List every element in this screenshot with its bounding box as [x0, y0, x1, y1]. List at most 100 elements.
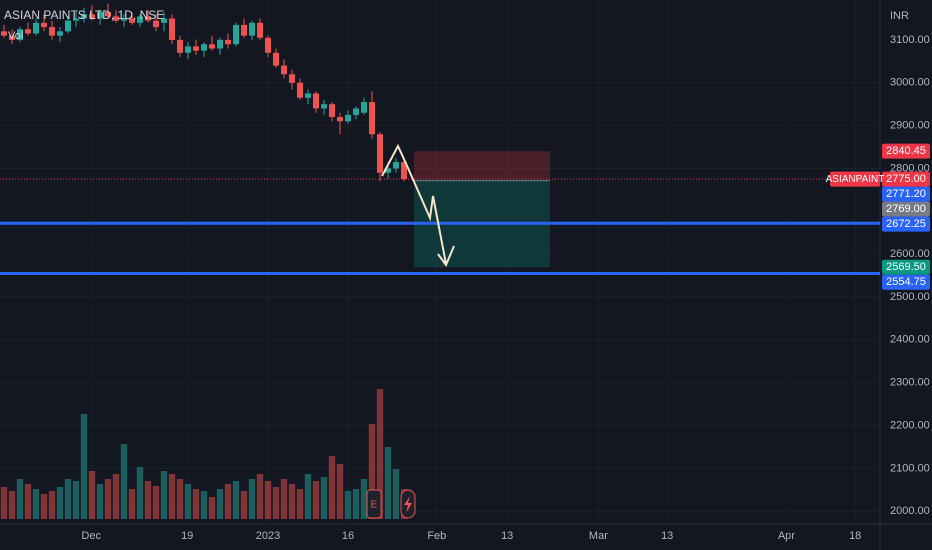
volume-bar	[368, 424, 376, 519]
candle-body	[193, 46, 199, 51]
earnings-marker[interactable]	[366, 489, 382, 519]
x-tick-label: 13	[501, 530, 513, 542]
candle-body	[121, 18, 127, 21]
volume-bar	[88, 471, 96, 519]
volume-bar	[104, 479, 112, 519]
price-label-bg	[882, 274, 930, 290]
candle-body	[329, 104, 335, 118]
volume-bar	[216, 489, 224, 519]
price-label: 2672.25	[886, 218, 926, 230]
y-tick-label: 3000.00	[890, 77, 930, 89]
volume-bar	[272, 487, 280, 519]
volume-bar	[0, 487, 8, 519]
volume-bar	[72, 481, 80, 519]
volume-bar	[384, 447, 392, 519]
candle-body	[393, 162, 399, 169]
volume-bar	[112, 474, 120, 519]
volume-bar	[192, 489, 200, 519]
candle-body	[241, 24, 247, 36]
y-tick-label: 2400.00	[890, 334, 930, 346]
candle-body	[377, 134, 383, 173]
y-tick-label: 2900.00	[890, 120, 930, 132]
candle-body	[401, 162, 407, 180]
candle-body	[129, 18, 135, 23]
volume-bar	[280, 479, 288, 519]
price-label-bg	[882, 201, 930, 217]
candle-body	[161, 18, 167, 23]
candle-body	[337, 117, 343, 122]
arrow-head	[437, 245, 455, 268]
y-tick-label: 2200.00	[890, 419, 930, 431]
candle-body	[105, 12, 111, 17]
volume-bar	[240, 491, 248, 519]
candle-body	[177, 39, 183, 53]
candle-body	[33, 22, 39, 34]
volume-label: Vol	[8, 30, 23, 42]
x-tick-label: Mar	[589, 530, 608, 542]
candle-body	[57, 31, 63, 36]
price-label-bg	[882, 143, 930, 159]
x-tick-label: Dec	[81, 530, 101, 542]
candle-body	[217, 39, 223, 49]
volume-bar	[24, 484, 32, 519]
y-tick-label: 2600.00	[890, 248, 930, 260]
volume-bar	[176, 479, 184, 519]
price-label: 2569.50	[886, 261, 926, 273]
candle-body	[89, 14, 95, 19]
candle-body	[209, 44, 215, 49]
volume-bar	[56, 487, 64, 519]
symbol-tag-bg	[830, 171, 880, 187]
y-tick-label: 2800.00	[890, 162, 930, 174]
candle-body	[49, 27, 55, 36]
volume-bar	[304, 474, 312, 519]
y-tick-label: 2000.00	[890, 505, 930, 517]
candle-body	[17, 29, 23, 40]
volume-bar	[264, 481, 272, 519]
price-label-bg	[882, 216, 930, 232]
candle-body	[281, 65, 287, 75]
volume-bar	[336, 464, 344, 519]
volume-bar	[320, 477, 328, 519]
price-label-bg	[882, 186, 930, 202]
symbol-title: ASIAN PAINTS LTD, 1D, NSE	[4, 8, 164, 22]
y-tick-label: 2300.00	[890, 377, 930, 389]
candle-body	[41, 22, 47, 28]
volume-bar	[256, 474, 264, 519]
candle-body	[297, 82, 303, 98]
x-tick-label: 19	[181, 530, 193, 542]
x-tick-label: 16	[342, 530, 354, 542]
candle-body	[369, 102, 375, 135]
candle-body	[225, 39, 231, 45]
candle-body	[289, 74, 295, 83]
candle-body	[97, 12, 103, 19]
candle-body	[169, 18, 175, 40]
volume-bar	[376, 389, 384, 519]
volume-bar	[288, 484, 296, 519]
candle-body	[313, 93, 319, 109]
volume-bar	[184, 484, 192, 519]
earnings-label: E	[371, 500, 378, 511]
x-tick-label: Feb	[427, 530, 446, 542]
candle-body	[201, 44, 207, 51]
candle-body	[273, 52, 279, 66]
candle-body	[25, 29, 31, 34]
currency: INR	[890, 10, 909, 22]
volume-bar	[352, 489, 360, 519]
candle-body	[9, 35, 15, 40]
volume-bar	[224, 484, 232, 519]
volume-bar	[208, 497, 216, 519]
volume-bar	[40, 494, 48, 519]
volume-bar	[296, 489, 304, 519]
candle-body	[345, 114, 351, 122]
volume-bar	[32, 489, 40, 519]
price-label: 2771.20	[886, 188, 926, 200]
stop-zone	[414, 151, 550, 180]
volume-bar	[48, 491, 56, 519]
candle-body	[257, 22, 263, 38]
volume-bar	[168, 474, 176, 519]
symbol-tag: ASIANPAINT	[826, 174, 885, 185]
x-tick-label: 18	[849, 530, 861, 542]
